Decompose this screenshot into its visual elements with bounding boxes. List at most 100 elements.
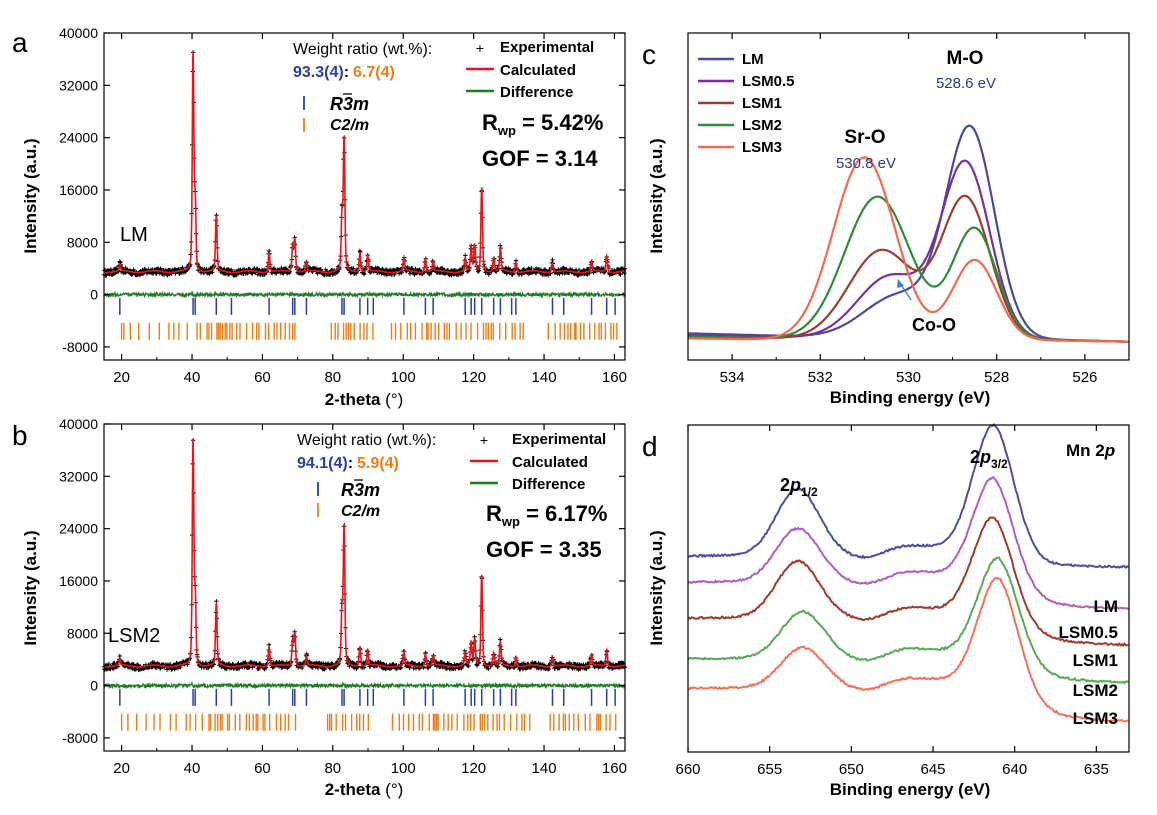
panel-d: d 660 655 650 645 640 635 Mn 2p 2p1/2 2p3/2 L… <box>642 423 1130 799</box>
mn-2p-title: Mn 2p <box>1066 441 1115 460</box>
annotation-co-o: Co-O <box>912 315 956 335</box>
calculated-series <box>103 51 625 274</box>
x-tick-label: 635 <box>1084 761 1109 778</box>
x-tick-label: 20 <box>113 760 130 777</box>
x-tick-label: 526 <box>1072 369 1097 386</box>
y-tick-label: 0 <box>90 287 98 303</box>
o1s-series-lsm3 <box>688 156 1130 343</box>
legend-label-lsm2: LSM2 <box>742 117 782 134</box>
phase-c2m-label-b: C2/m <box>341 503 380 520</box>
legend-experimental-b: Experimental <box>512 431 606 448</box>
panel-d-axes: 660 655 650 645 640 635 <box>675 425 1109 778</box>
x-tick-label: 650 <box>839 761 864 778</box>
legend-experimental-a: Experimental <box>500 39 594 56</box>
calculated-series <box>103 438 626 668</box>
x-axis-title-b: 2-theta (°) <box>325 780 404 799</box>
x-tick-label: 40 <box>184 760 201 777</box>
panel-letter-a: a <box>12 27 28 58</box>
panel-c-legend: LM LSM0.5 LSM1 LSM2 LSM3 <box>698 51 795 156</box>
x-axis-title-c: Binding energy (eV) <box>830 388 991 407</box>
annotation-m-o-energy: 528.6 eV <box>936 75 996 92</box>
annotation-sr-o: Sr-O <box>844 127 885 148</box>
legend-label-lsm05: LSM0.5 <box>742 73 795 90</box>
rwp-b: Rwp = 6.17% <box>486 501 607 529</box>
panel-c: c 534 532 530 528 526 LM LSM0.5 LSM1 LSM2 LSM3 M… <box>642 32 1130 407</box>
y-tick-label: 40000 <box>59 416 98 432</box>
o1s-series-lsm05 <box>688 159 1130 343</box>
phase-r3m-label-a: R3m <box>330 94 369 114</box>
weight-ratio-orange-a: 6.7(4) <box>353 64 395 81</box>
panel-c-series <box>687 124 1130 343</box>
panel-letter-b: b <box>12 420 28 451</box>
panel-a: a 20 40 60 80 100 120 140 160 -8000 0 8000 16000 240… <box>12 25 628 409</box>
panel-d-sample-labels: LM LSM0.5 LSM1 LSM2 LSM3 <box>1058 597 1118 728</box>
phase-c2m-label-a: C2/m <box>330 117 369 134</box>
weight-ratio-colon-a: : <box>344 64 349 81</box>
x-tick-label: 40 <box>184 369 201 386</box>
o1s-series-lm <box>687 124 1130 343</box>
x-tick-label: 140 <box>532 760 557 777</box>
x-tick-label: 60 <box>254 369 271 386</box>
annotation-m-o: M-O <box>947 48 984 69</box>
sample-label-a: LM <box>120 224 148 246</box>
legend-experimental-marker-b: + <box>480 432 488 448</box>
weight-ratio-values-a: 93.3(4): 6.7(4) <box>293 64 395 81</box>
peak-2p12-label: 2p1/2 <box>780 475 818 499</box>
legend-difference-b: Difference <box>512 476 585 493</box>
y-tick-label: 8000 <box>67 625 98 641</box>
c2m-reflection-ticks <box>120 322 618 340</box>
mn2p-series-lsm05 <box>687 476 1129 611</box>
x-tick-label: 120 <box>461 369 486 386</box>
legend-label-lm: LM <box>742 51 764 68</box>
panel-letter-d: d <box>642 431 658 462</box>
y-tick-label: 24000 <box>59 130 98 146</box>
weight-ratio-blue-a: 93.3(4) <box>293 64 344 81</box>
y-tick-label: -8000 <box>62 339 98 355</box>
y-tick-label: 32000 <box>59 77 98 93</box>
weight-ratio-colon-b: : <box>348 455 353 472</box>
o1s-series-lsm2 <box>688 195 1130 343</box>
weight-ratio-values-b: 94.1(4): 5.9(4) <box>297 455 399 472</box>
annotation-sr-o-energy: 530.8 eV <box>836 155 896 172</box>
mn2p-series-lsm1 <box>687 516 1129 647</box>
gof-a: GOF = 3.14 <box>482 146 598 171</box>
y-tick-label: 0 <box>90 678 98 694</box>
weight-ratio-blue-b: 94.1(4) <box>297 455 348 472</box>
x-tick-label: 655 <box>757 761 782 778</box>
sample-label-lm: LM <box>1093 597 1118 616</box>
legend-label-lsm3: LSM3 <box>742 139 782 156</box>
mn2p-series-lsm2 <box>687 556 1129 685</box>
panel-c-axes: 534 532 530 528 526 <box>720 33 1130 386</box>
panel-b-frame <box>103 423 626 752</box>
x-tick-label: 140 <box>532 369 557 386</box>
o1s-series-lsm1 <box>688 194 1130 343</box>
mn2p-series-lsm3 <box>688 576 1129 723</box>
x-tick-label: 160 <box>602 369 627 386</box>
legend-calculated-b: Calculated <box>512 454 588 471</box>
x-tick-label: 532 <box>808 369 833 386</box>
weight-ratio-orange-b: 5.9(4) <box>357 455 399 472</box>
co-o-arrow-head <box>897 279 904 288</box>
difference-series <box>103 290 626 299</box>
y-tick-label: 24000 <box>59 521 98 537</box>
x-axis-title-d: Binding energy (eV) <box>830 780 991 799</box>
legend-label-lsm1: LSM1 <box>742 95 782 112</box>
panel-a-axes: 20 40 60 80 100 120 140 160 -8000 0 8000 16000 24000… <box>59 25 627 386</box>
panel-d-frame <box>687 424 1130 753</box>
x-tick-label: 645 <box>920 761 945 778</box>
x-tick-label: 660 <box>675 761 700 778</box>
weight-ratio-title-a: Weight ratio (wt.%): <box>293 41 432 58</box>
y-tick-label: 32000 <box>59 468 98 484</box>
phase-r3m-label-b: R3m <box>341 480 380 500</box>
y-tick-label: 8000 <box>67 234 98 250</box>
y-tick-label: 16000 <box>59 182 98 198</box>
x-tick-label: 160 <box>602 760 627 777</box>
y-tick-label: -8000 <box>62 730 98 746</box>
x-tick-label: 60 <box>254 760 271 777</box>
sample-label-lsm3: LSM3 <box>1073 709 1118 728</box>
x-tick-label: 530 <box>896 369 921 386</box>
gof-b: GOF = 3.35 <box>486 537 602 562</box>
sample-label-lsm1: LSM1 <box>1073 651 1118 670</box>
rwp-a: Rwp = 5.42% <box>482 110 603 138</box>
